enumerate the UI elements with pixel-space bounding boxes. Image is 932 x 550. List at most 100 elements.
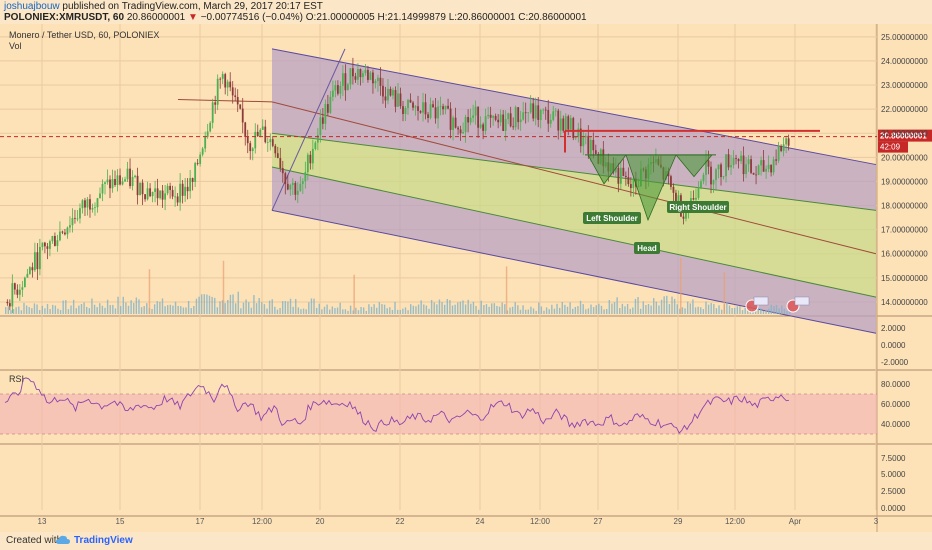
- candle-body: [705, 160, 707, 175]
- symbol-label[interactable]: POLONIEX:XMRUSDT, 60: [4, 12, 125, 23]
- volume-bar: [151, 308, 153, 314]
- volume-bar: [279, 308, 281, 314]
- chart-svg[interactable]: 20.86000001 42:09 Left Shoulder Head Right S…: [0, 24, 932, 532]
- price-tick-label: 19.00000000: [881, 177, 928, 186]
- candle-body: [517, 107, 520, 123]
- volume-bar: [222, 260, 225, 314]
- candle-body: [271, 139, 274, 146]
- candle-body: [700, 181, 702, 188]
- candle-body: [171, 189, 174, 197]
- volume-bar: [595, 305, 597, 314]
- volume-bar: [54, 305, 57, 314]
- candle-body: [23, 277, 26, 288]
- tradingview-link[interactable]: TradingView: [74, 535, 133, 546]
- volume-bar: [153, 304, 156, 314]
- volume-bar: [143, 306, 145, 314]
- volume-bar: [96, 307, 98, 314]
- candle-body: [221, 74, 224, 79]
- candle-body: [209, 122, 212, 132]
- candle-body: [427, 114, 429, 118]
- volume-bar: [477, 309, 480, 314]
- volume-bar: [590, 304, 592, 314]
- candle-body: [712, 180, 715, 185]
- volume-bar: [498, 306, 501, 314]
- candle-body: [54, 235, 56, 246]
- rsi-tick: 40.0000: [881, 420, 910, 429]
- candle-body: [369, 72, 372, 80]
- candle-body: [767, 164, 770, 169]
- candle-body: [409, 99, 412, 103]
- x-tick-label: 12:00: [252, 517, 273, 526]
- volume-bar: [232, 294, 234, 314]
- candle-body: [765, 168, 767, 172]
- pitchfork-handle: [177, 98, 273, 103]
- author-link[interactable]: joshuajbouw: [4, 1, 60, 12]
- candle-body: [624, 175, 627, 178]
- volume-bar: [436, 304, 438, 314]
- volume-bar: [370, 306, 373, 314]
- rsi-line: [4, 377, 789, 434]
- volume-bar: [315, 307, 318, 314]
- volume-bar: [125, 302, 127, 314]
- candle-body: [94, 207, 96, 209]
- candle-body: [74, 217, 76, 219]
- candle-body: [331, 90, 334, 97]
- candle-body: [111, 179, 114, 189]
- volume-bar: [663, 296, 665, 314]
- candle-body: [542, 109, 545, 111]
- candle-body: [36, 252, 39, 270]
- candle-body: [727, 154, 730, 168]
- indicator3-tick: 2.5000: [881, 487, 906, 496]
- candle-body: [429, 104, 432, 118]
- volume-bar: [334, 308, 336, 314]
- candle-body: [725, 154, 727, 177]
- volume-bar: [329, 309, 331, 314]
- volume-bar: [556, 303, 558, 314]
- candle-body: [564, 116, 567, 131]
- chart-area[interactable]: 20.86000001 42:09 Left Shoulder Head Right S…: [0, 24, 932, 532]
- volume-bar: [167, 305, 169, 314]
- candle-body: [26, 273, 29, 278]
- volume-bar: [404, 307, 407, 314]
- candle-body: [770, 164, 773, 173]
- volume-bar: [38, 310, 41, 314]
- volume-bar: [323, 306, 326, 314]
- volume-bar: [775, 304, 778, 314]
- channel-median-line: [271, 101, 877, 255]
- candle-body: [509, 113, 512, 127]
- volume-bar: [647, 304, 650, 314]
- volume-bar: [245, 299, 247, 314]
- volume-bar: [632, 307, 634, 314]
- volume-bar: [263, 304, 266, 314]
- candle-body: [8, 303, 11, 307]
- volume-bar: [383, 304, 386, 314]
- volume-bar: [496, 305, 498, 314]
- volume-bar: [211, 296, 213, 314]
- candle-body: [507, 113, 510, 120]
- candle-body: [675, 192, 677, 207]
- candle-body: [28, 267, 31, 274]
- volume-bar: [684, 308, 686, 314]
- volume-bar: [673, 298, 676, 314]
- candle-body: [587, 135, 590, 154]
- volume-bar: [292, 306, 294, 314]
- candle-body: [344, 73, 347, 91]
- candle-body: [311, 148, 314, 164]
- candle-body: [512, 126, 515, 128]
- volume-bar: [415, 306, 417, 314]
- candle-body: [414, 106, 417, 108]
- volume-bar: [308, 302, 310, 314]
- volume-bar: [551, 304, 553, 314]
- candle-body: [21, 287, 24, 290]
- volume-bar: [52, 304, 54, 314]
- candle-body: [276, 153, 279, 159]
- price-tick-label: 20.00000000: [881, 153, 928, 162]
- price-change: −0.00774516 (−0.04%): [200, 12, 303, 23]
- candle-body: [131, 176, 134, 187]
- candle-body: [164, 193, 167, 200]
- volume-bar: [381, 304, 383, 314]
- right-shoulder-label-bg: [667, 201, 729, 213]
- volume-bar: [200, 294, 203, 314]
- volume-bar: [592, 307, 595, 314]
- candle-body: [269, 139, 272, 143]
